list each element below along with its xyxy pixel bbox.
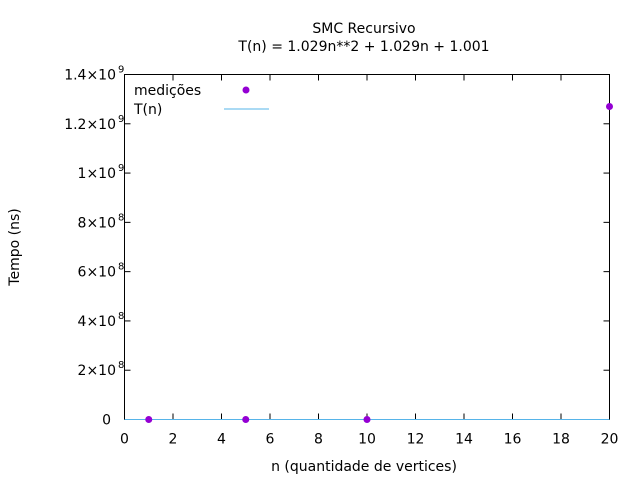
y-tick-exponent: 8 bbox=[118, 311, 124, 322]
y-tick-exponent: 9 bbox=[118, 114, 124, 125]
x-tick-label: 10 bbox=[358, 432, 376, 448]
y-tick-exponent: 9 bbox=[118, 65, 124, 76]
plot-area bbox=[124, 74, 610, 420]
data-point bbox=[145, 416, 153, 423]
x-tick-label: 18 bbox=[552, 432, 570, 448]
y-tick-label: 0 bbox=[102, 413, 111, 429]
y-tick-label: 1.4×10 bbox=[64, 68, 116, 84]
y-tick-label: 2×10 bbox=[78, 363, 116, 379]
legend: medições T(n) bbox=[133, 83, 269, 118]
y-tick-label: 8×10 bbox=[78, 215, 116, 231]
data-point bbox=[606, 103, 613, 111]
x-tick-label: 2 bbox=[169, 432, 178, 448]
chart-title: SMC Recursivo bbox=[312, 21, 415, 37]
x-tick-label: 0 bbox=[120, 432, 129, 448]
legend-label-fit: T(n) bbox=[133, 102, 162, 118]
x-axis-label: n (quantidade de vertices) bbox=[271, 459, 457, 475]
data-point bbox=[363, 416, 371, 423]
x-tick-label: 16 bbox=[504, 432, 522, 448]
chart-subtitle: T(n) = 1.029n**2 + 1.029n + 1.001 bbox=[237, 39, 489, 55]
x-tick-label: 20 bbox=[601, 432, 619, 448]
data-point bbox=[242, 416, 250, 423]
y-tick-exponent: 8 bbox=[118, 212, 124, 223]
x-axis: 0 2 4 6 8 10 12 14 16 18 20 bbox=[120, 74, 619, 448]
y-tick-label: 4×10 bbox=[78, 314, 116, 330]
legend-marker-measurements bbox=[242, 86, 250, 94]
x-tick-label: 14 bbox=[455, 432, 473, 448]
legend-label-measurements: medições bbox=[134, 83, 201, 99]
x-tick-label: 12 bbox=[407, 432, 425, 448]
y-tick-label: 1.2×10 bbox=[64, 117, 116, 133]
y-tick-exponent: 8 bbox=[118, 360, 124, 371]
y-axis: 02×10 84×10 86×10 88×10 81×10 91.2×10 91.4×10 9 bbox=[64, 65, 610, 429]
y-tick-label: 1×10 bbox=[78, 166, 116, 182]
y-axis-label: Tempo (ns) bbox=[7, 208, 23, 286]
x-tick-label: 6 bbox=[266, 432, 275, 448]
y-tick-exponent: 9 bbox=[118, 163, 124, 174]
x-tick-label: 4 bbox=[217, 432, 226, 448]
y-tick-label: 6×10 bbox=[78, 265, 116, 281]
x-tick-label: 8 bbox=[314, 432, 323, 448]
y-tick-exponent: 8 bbox=[118, 262, 124, 273]
series-measurements bbox=[145, 103, 613, 423]
